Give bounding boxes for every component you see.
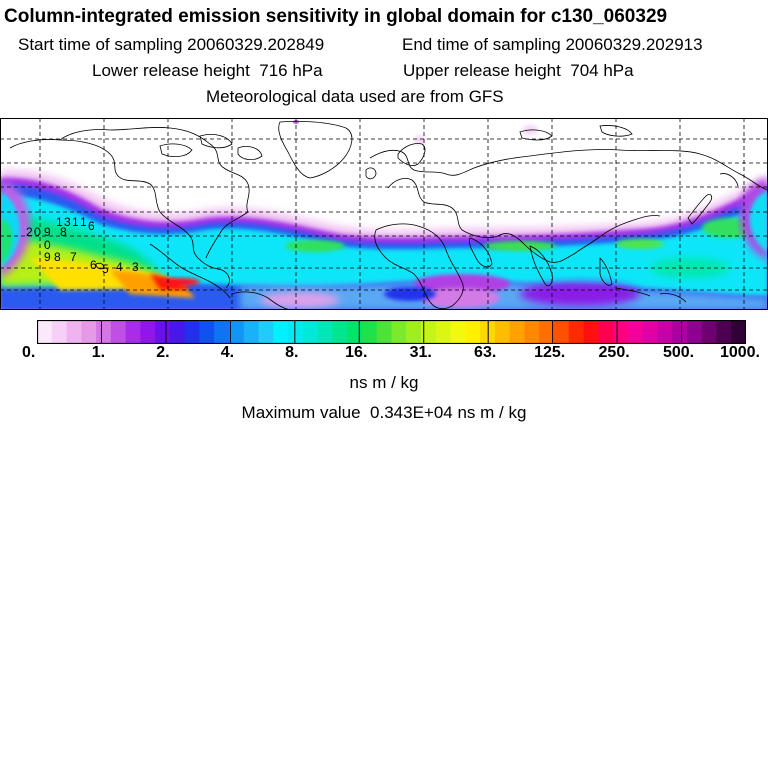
colorbar-cell: [110, 320, 127, 344]
colorbar-cell: [613, 320, 629, 344]
colorbar-cell: [302, 320, 319, 344]
colorbar-tick-label: 125.: [534, 344, 566, 361]
colorbar-cell: [317, 320, 333, 344]
colorbar-cell: [288, 320, 304, 344]
colorbar-cell: [642, 320, 658, 344]
colorbar-cell: [361, 320, 378, 344]
trajectory-label: 0: [34, 225, 41, 239]
trajectory-label: 4: [116, 260, 123, 274]
colorbar-tick-label: 31.: [409, 344, 432, 361]
colorbar-cell: [465, 320, 481, 344]
colorbar-cell: [494, 320, 511, 344]
colorbar-cell: [243, 320, 259, 344]
colorbar-cell: [435, 320, 451, 344]
colorbar-tick-label: 8.: [285, 344, 299, 361]
colorbar-cell: [347, 320, 363, 344]
trajectory-label: 7: [70, 250, 77, 264]
colorbar-cell: [421, 320, 437, 344]
colorbar-cell: [657, 320, 673, 344]
trajectory-label: 5: [102, 262, 109, 276]
colorbar-tick-label: 0.: [22, 344, 36, 361]
colorbar-cell: [583, 320, 599, 344]
colorbar-cell: [672, 320, 688, 344]
trajectory-labels: 2 0 9 8 1 3 1 1 6 0 9 8 7 6 5 4 3: [26, 215, 139, 276]
colorbar-cell: [125, 320, 141, 344]
sensitivity-map: 2 0 9 8 1 3 1 1 6 0 9 8 7 6 5 4 3: [0, 118, 768, 310]
colorbar-cell: [51, 320, 67, 344]
trajectory-label: 9: [44, 250, 51, 264]
trajectory-label: 1: [56, 215, 63, 229]
trajectory-label: 1: [72, 215, 79, 229]
colorbar-cell: [406, 320, 422, 344]
colorbar-cell: [627, 320, 643, 344]
colorbar-tick-label: 250.: [598, 344, 630, 361]
trajectory-label: 3: [64, 215, 71, 229]
colorbar-cell: [184, 320, 200, 344]
trajectory-label: 9: [44, 225, 51, 239]
colorbar-major-dividers: [100, 320, 683, 344]
colorbar-cell: [258, 320, 274, 344]
colorbar-cell: [214, 320, 230, 344]
trajectory-label: 3: [132, 260, 139, 274]
colorbar: [37, 320, 746, 344]
colorbar-cell: [524, 320, 540, 344]
colorbar-tick-label: 2.: [156, 344, 170, 361]
met-data-label: Meteorological data used are from GFS: [206, 87, 504, 106]
colorbar-cell: [553, 320, 570, 344]
max-value-label: Maximum value 0.343E+04 ns m / kg: [241, 403, 527, 422]
colorbar-units: ns m / kg: [349, 373, 419, 392]
colorbar-cell: [96, 320, 112, 344]
colorbar-cell: [273, 320, 289, 344]
start-time-label: Start time of sampling 20060329.202849: [18, 35, 325, 54]
trajectory-label: 8: [60, 225, 67, 239]
colorbar-cell: [568, 320, 584, 344]
colorbar-tick-label: 63.: [474, 344, 497, 361]
colorbar-tick-label: 1.: [91, 344, 106, 361]
colorbar-cell: [66, 320, 82, 344]
lower-release-label: Lower release height 716 hPa: [92, 61, 323, 80]
trajectory-label: 6: [88, 219, 95, 233]
colorbar-tick-label: 1000.: [719, 344, 760, 361]
colorbar-tick-label: 4.: [220, 344, 235, 361]
colorbar-cell: [598, 320, 614, 344]
colorbar-cell: [229, 320, 245, 344]
colorbar-cell: [391, 320, 407, 344]
colorbar-cell: [450, 320, 466, 344]
colorbar-cells: [37, 320, 746, 344]
graticule: [0, 118, 768, 310]
colorbar-cell: [155, 320, 171, 344]
trajectory-label: 0: [44, 238, 51, 252]
colorbar-cell: [539, 320, 555, 344]
trajectory-label: 8: [54, 250, 61, 264]
colorbar-cell: [37, 320, 53, 344]
colorbar-cell: [701, 320, 717, 344]
map-title: Column-integrated emission sensitivity i…: [4, 6, 668, 27]
end-time-label: End time of sampling 20060329.202913: [402, 35, 703, 54]
colorbar-cell: [686, 320, 703, 344]
colorbar-cell: [81, 320, 97, 344]
colorbar-cell: [140, 320, 156, 344]
trajectory-label: 2: [26, 225, 33, 239]
colorbar-tick-label: 16.: [345, 344, 368, 361]
colorbar-cell: [376, 320, 392, 344]
upper-release-label: Upper release height 704 hPa: [403, 61, 634, 80]
colorbar-cell: [509, 320, 525, 344]
colorbar-cell: [199, 320, 215, 344]
colorbar-cell: [332, 320, 348, 344]
trajectory-label: 1: [80, 215, 87, 229]
colorbar-cell: [716, 320, 732, 344]
colorbar-cell: [731, 320, 746, 344]
colorbar-cell: [169, 320, 186, 344]
trajectory-label: 6: [90, 258, 97, 272]
colorbar-tick-label: 500.: [662, 344, 695, 361]
